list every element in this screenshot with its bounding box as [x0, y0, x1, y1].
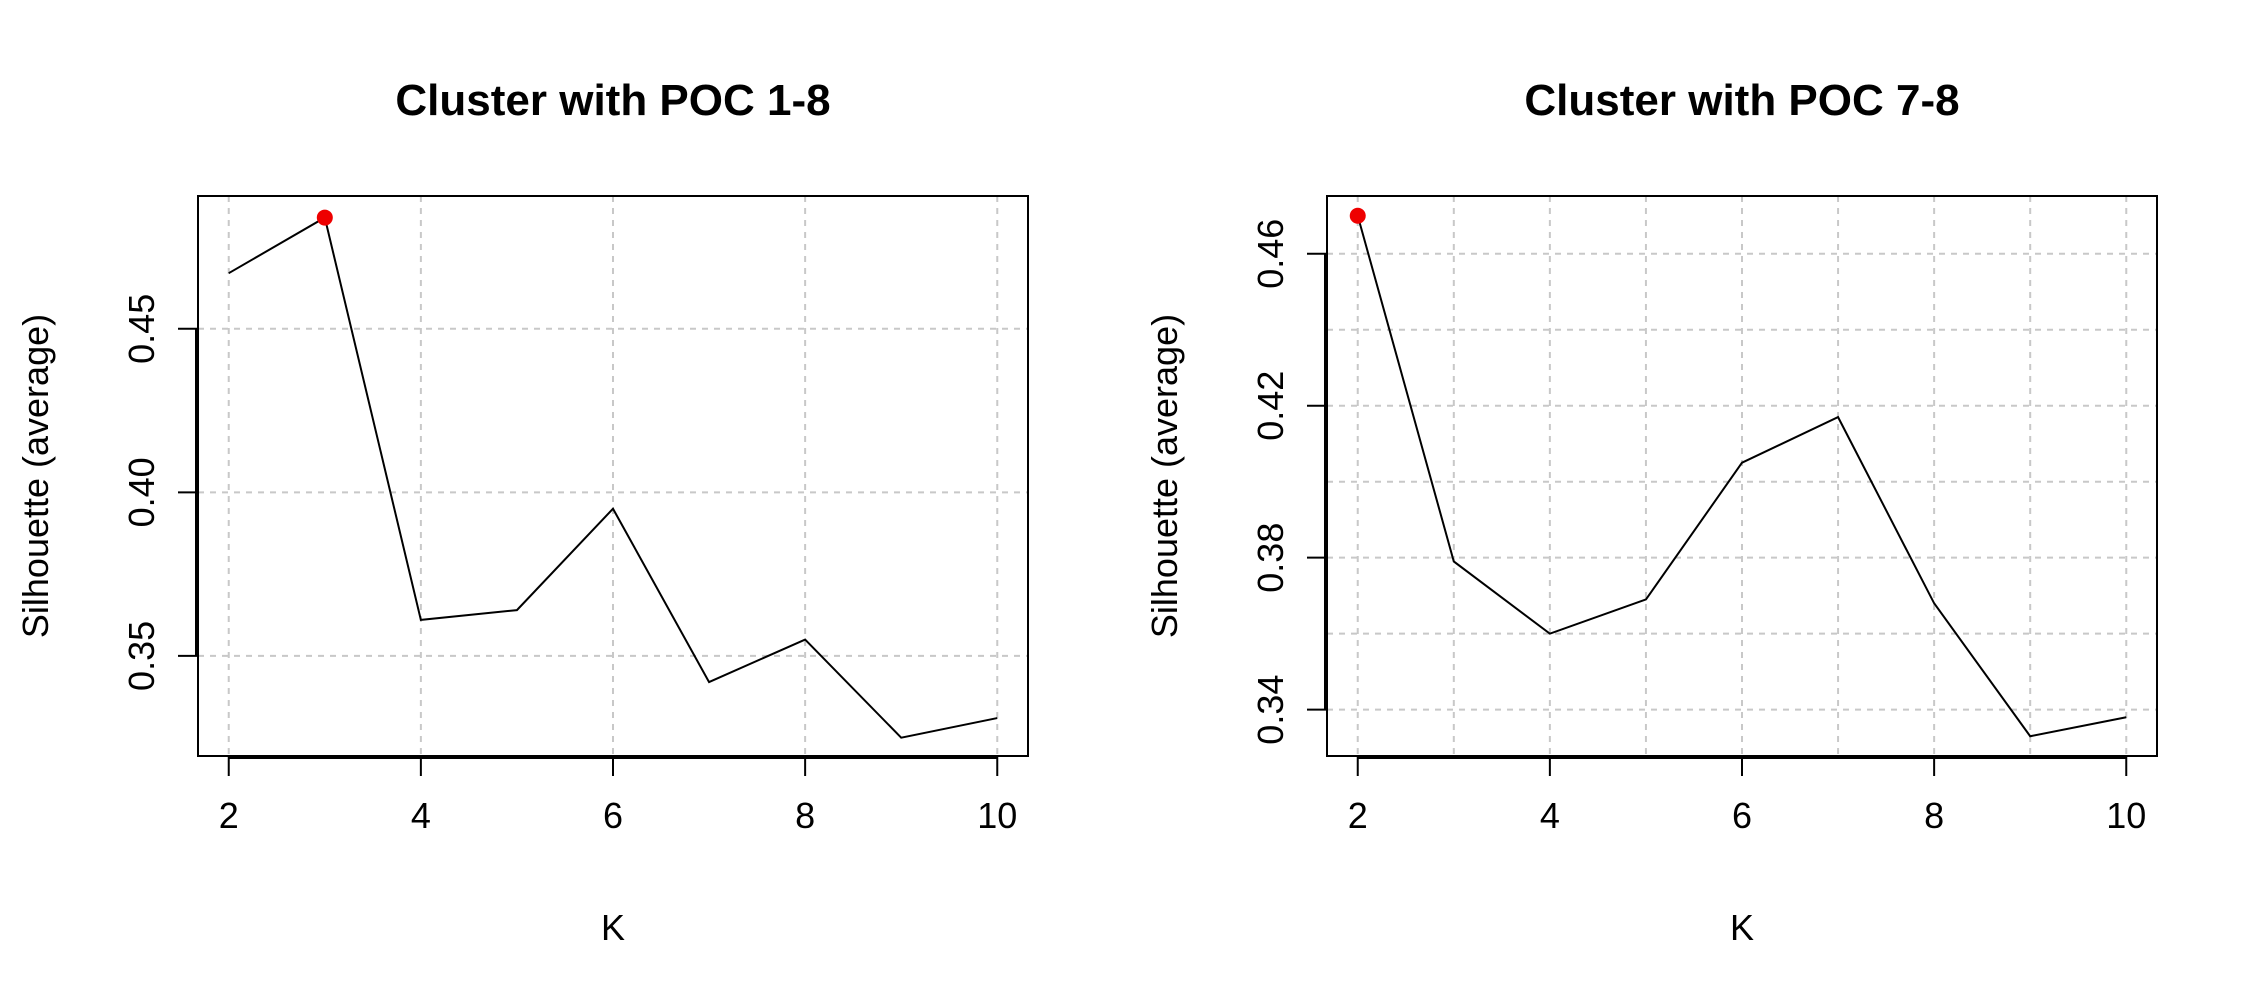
chart-panel-2: 2 4 6 8 10 0.34 0.38 0.42 0.46 Cluster with POC 7…	[1144, 76, 2158, 948]
y-tick-label: 0.34	[1250, 675, 1291, 745]
y-tick-label: 0.38	[1250, 523, 1291, 593]
chart-title: Cluster with POC 7-8	[1524, 76, 1959, 125]
y-tick-label: 0.42	[1250, 371, 1291, 441]
chart-panel-1: 2 4 6 8 10 0.35 0.40 0.45 Cluster with POC 1-8 K S…	[15, 76, 1029, 948]
x-tick-label: 8	[1924, 795, 1944, 836]
x-tick-label: 10	[2106, 795, 2146, 836]
y-axis: 0.35 0.40 0.45	[121, 294, 198, 691]
y-axis-label: Silhouette (average)	[15, 314, 56, 638]
series-line	[228, 216, 998, 739]
highlight-point	[1349, 207, 1366, 224]
x-tick-label: 6	[1732, 795, 1752, 836]
x-axis-label: K	[1730, 907, 1754, 948]
x-tick-label: 2	[1348, 795, 1368, 836]
y-tick-label: 0.46	[1250, 219, 1291, 289]
highlight-point	[316, 209, 333, 226]
x-tick-label: 10	[977, 795, 1017, 836]
y-axis-label: Silhouette (average)	[1144, 314, 1185, 638]
x-tick-label: 2	[219, 795, 239, 836]
x-axis: 2 4 6 8 10	[1348, 756, 2146, 836]
x-tick-label: 4	[411, 795, 431, 836]
x-tick-label: 6	[603, 795, 623, 836]
x-tick-label: 8	[795, 795, 815, 836]
x-axis: 2 4 6 8 10	[219, 756, 1017, 836]
chart-title: Cluster with POC 1-8	[395, 76, 830, 125]
y-tick-label: 0.40	[121, 457, 162, 527]
x-axis-label: K	[601, 907, 625, 948]
y-axis: 0.34 0.38 0.42 0.46	[1250, 219, 1327, 745]
y-tick-label: 0.35	[121, 621, 162, 691]
y-tick-label: 0.45	[121, 294, 162, 364]
x-tick-label: 4	[1540, 795, 1560, 836]
series-line	[1356, 215, 2127, 738]
